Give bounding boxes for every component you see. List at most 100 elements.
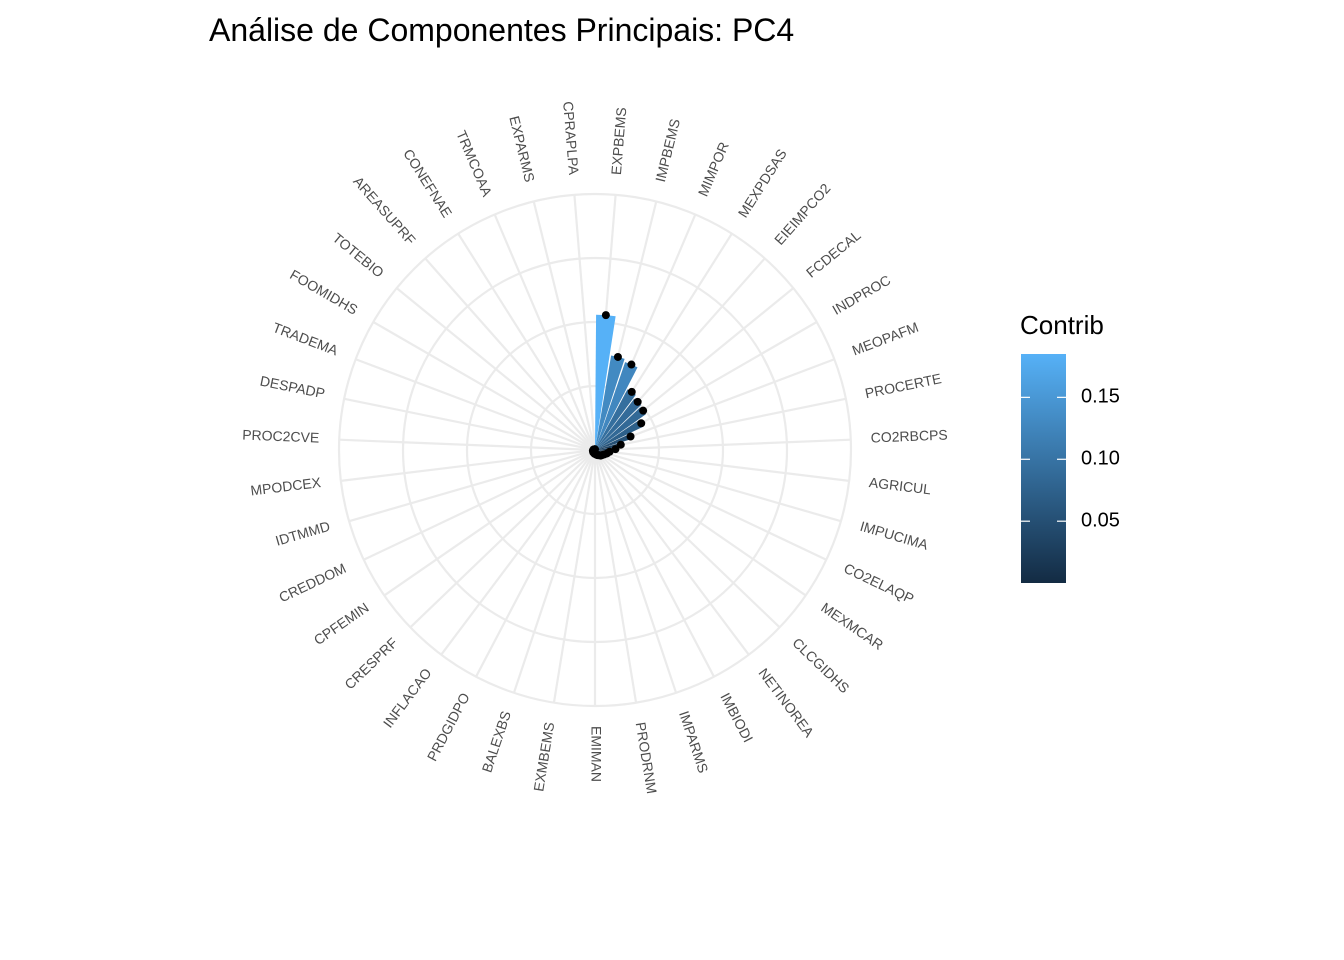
category-label: CPRAPLPA xyxy=(560,101,582,176)
category-label: AREASUPRF xyxy=(350,173,419,248)
grid-spokes xyxy=(339,194,851,706)
category-label: PROC2CVE xyxy=(242,426,320,445)
category-label: FOOMIDHS xyxy=(287,266,360,318)
legend-ticks: 0.05 0.10 0.15 xyxy=(1021,386,1120,531)
grid-spoke xyxy=(594,449,827,561)
grid-spoke xyxy=(532,201,597,451)
category-label: MIMPOR xyxy=(695,139,732,198)
grid-spoke xyxy=(594,449,807,597)
grid-spoke xyxy=(593,449,638,703)
grid-spoke xyxy=(594,449,781,629)
category-label: EMIMAN xyxy=(588,726,604,782)
bars xyxy=(592,314,646,456)
category-label: IMPUCIMA xyxy=(858,518,930,553)
point-expbems xyxy=(601,311,610,320)
category-label: FCDECAL xyxy=(803,227,864,281)
grid-spoke xyxy=(372,321,596,451)
category-label: EXPARMS xyxy=(506,114,538,183)
bar-meopafm xyxy=(595,433,632,450)
category-label: CO2ELAQP xyxy=(841,560,916,607)
grid-spoke xyxy=(475,449,596,678)
grid-spoke xyxy=(339,438,596,452)
grid-spoke xyxy=(594,449,750,656)
bar-impbems xyxy=(595,355,625,450)
category-label: IMBIODI xyxy=(717,690,756,745)
legend-tick-label: 0.15 xyxy=(1081,386,1120,408)
grid-spoke xyxy=(594,397,847,452)
category-label: NETINOREA xyxy=(755,665,817,740)
grid-spoke xyxy=(493,214,597,451)
grid-spoke xyxy=(343,397,596,452)
grid-spoke xyxy=(383,449,596,597)
point-mimpor xyxy=(627,360,636,369)
category-label: INFLACAO xyxy=(380,665,435,731)
bar-indproc xyxy=(595,420,644,450)
grid-spoke xyxy=(363,449,596,561)
bar-mexpdsas xyxy=(595,389,636,450)
points xyxy=(588,311,648,460)
category-label: TRADEMA xyxy=(271,319,341,358)
chart-title: Análise de Componentes Principais: PC4 xyxy=(209,12,794,48)
grid-spoke xyxy=(440,449,596,656)
point-impbems xyxy=(613,352,622,361)
category-label: CREDDOM xyxy=(276,560,348,605)
grid-spoke xyxy=(593,449,678,694)
category-label: MEXMCAR xyxy=(818,599,886,653)
point-mexpdsas xyxy=(627,387,636,396)
legend-tick-label: 0.10 xyxy=(1081,448,1120,470)
grid-spoke xyxy=(594,449,715,678)
category-label: CRESPRF xyxy=(341,634,400,692)
category-label: DESPADP xyxy=(259,373,327,402)
category-label: EXPBEMS xyxy=(608,107,629,176)
legend-tick-label: 0.05 xyxy=(1081,509,1120,531)
category-label: PROCERTE xyxy=(864,370,943,401)
grid-spoke xyxy=(594,358,835,452)
category-label: AGRICUL xyxy=(868,474,932,497)
bar-fcdecal xyxy=(595,407,646,450)
grid-spoke xyxy=(512,449,597,694)
category-label: CLCGIDHS xyxy=(789,634,852,696)
point-indproc xyxy=(637,419,646,428)
category-label: EIEIMPCO2 xyxy=(771,180,834,248)
category-label: INDPROC xyxy=(829,272,893,318)
legend-colorbar xyxy=(1021,354,1066,583)
bar-mimpor xyxy=(595,362,638,450)
grid-spoke xyxy=(594,448,842,523)
grid-spoke xyxy=(340,448,596,482)
category-label: MEXPDSAS xyxy=(735,146,790,220)
category-label: TOTEBIO xyxy=(330,230,388,281)
category-label: BALEXBS xyxy=(479,709,514,775)
category-label: MEOPAFM xyxy=(850,319,921,359)
point-eieimpco2 xyxy=(633,397,642,406)
grid-spoke xyxy=(573,194,597,451)
grid-spoke xyxy=(552,449,597,703)
grid-spoke xyxy=(396,287,596,451)
category-label: CONEFNAE xyxy=(400,146,455,220)
bar-procerte xyxy=(595,442,622,450)
grid-spoke xyxy=(594,438,851,452)
grid-spoke xyxy=(594,448,850,482)
category-label: IDTMMD xyxy=(274,518,332,549)
category-label: CPFEMIN xyxy=(311,599,372,648)
grid-spoke xyxy=(355,358,596,452)
point-meopafm xyxy=(626,432,635,441)
legend-title: Contrib xyxy=(1020,310,1104,340)
category-label: EXMBEMS xyxy=(530,721,557,793)
bar-eieimpco2 xyxy=(595,398,642,450)
legend: Contrib 0.05 0.10 0.15 xyxy=(1020,310,1120,583)
grid-spoke xyxy=(424,257,596,451)
grid-spoke xyxy=(409,449,596,629)
category-label: PRDGIDPO xyxy=(424,690,473,764)
grid-spoke xyxy=(348,448,596,523)
category-label: MPODCEX xyxy=(250,474,323,498)
category-label: CO2RBCPS xyxy=(870,426,948,445)
point-procerte xyxy=(616,440,625,449)
point-cpraplpa xyxy=(590,445,599,454)
bar-expbems xyxy=(595,314,616,450)
grid-spoke xyxy=(457,233,596,451)
category-label: PRODRNM xyxy=(633,721,660,795)
category-label: TRMCOAA xyxy=(453,128,495,199)
category-label: IMPBEMS xyxy=(652,117,683,184)
point-fcdecal xyxy=(639,406,648,415)
